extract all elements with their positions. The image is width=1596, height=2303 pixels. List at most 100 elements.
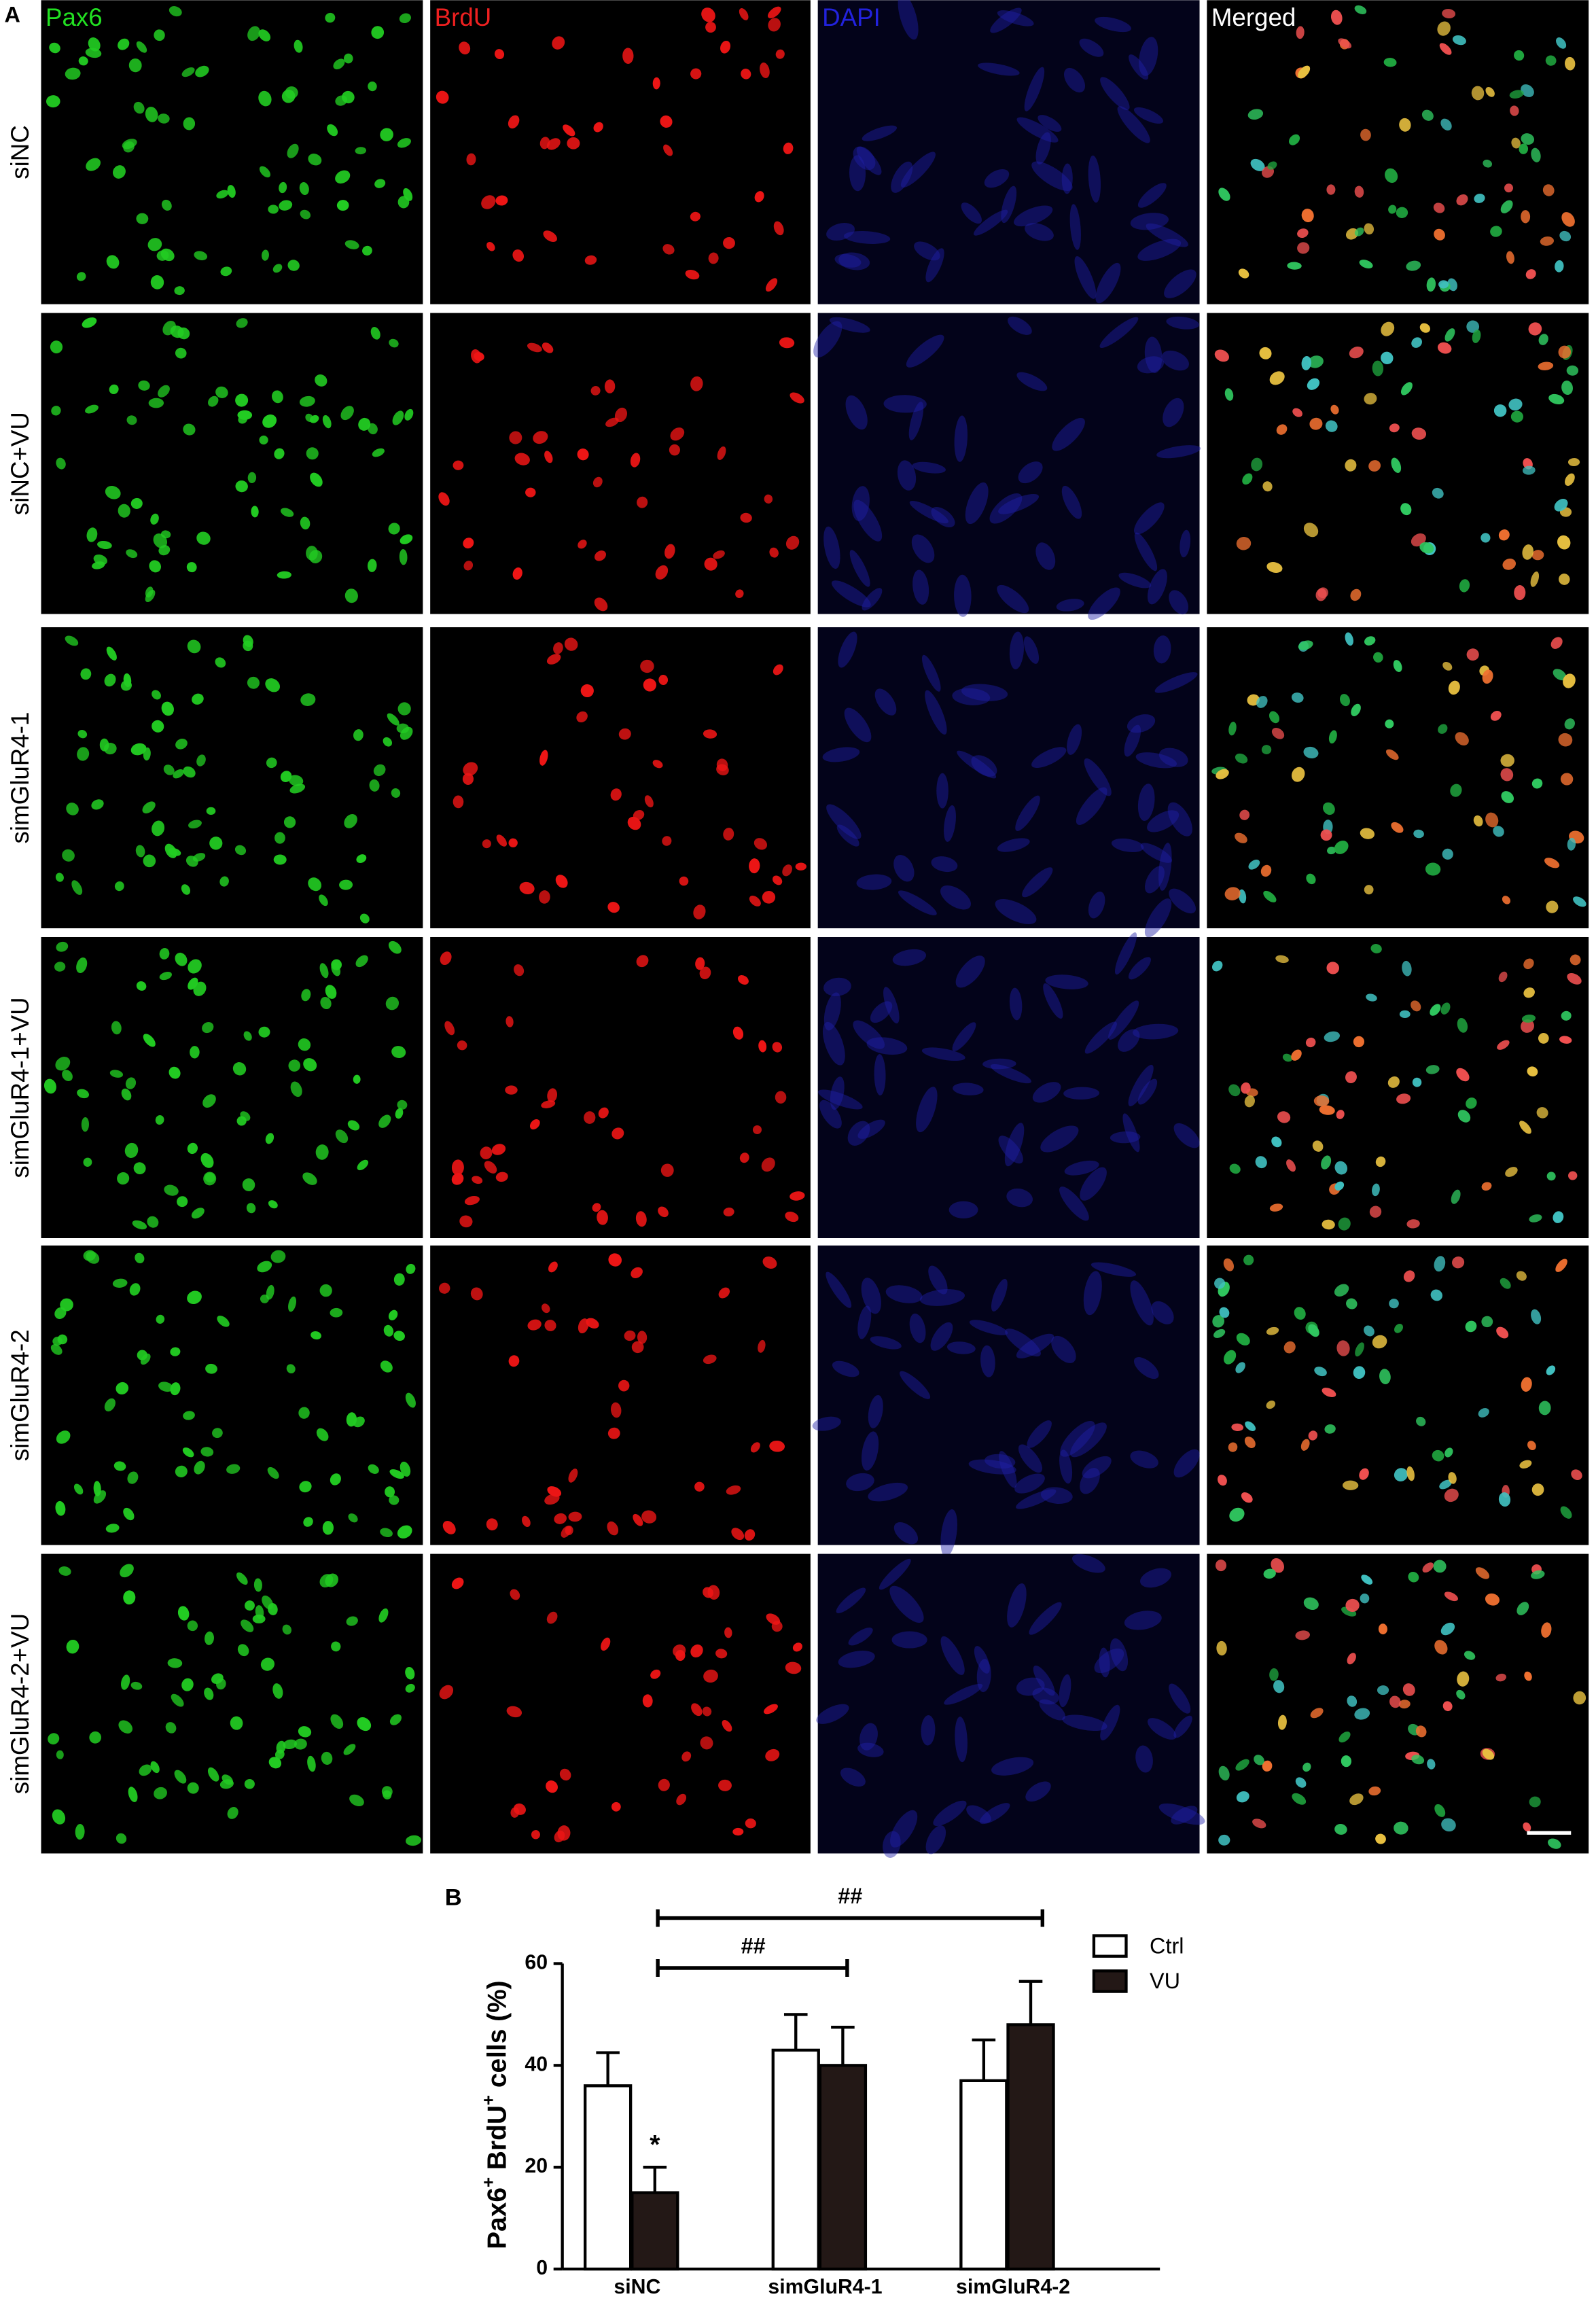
- nucleus: [1018, 461, 1043, 484]
- nucleus: [299, 1481, 312, 1493]
- nucleus: [309, 550, 323, 563]
- nucleus: [1561, 1010, 1572, 1021]
- nucleus: [1373, 652, 1383, 663]
- nucleus: [1327, 846, 1336, 855]
- nucleus: [1239, 889, 1247, 904]
- nucleus: [567, 137, 580, 150]
- nucleus: [921, 1715, 936, 1746]
- nucleus: [241, 1619, 254, 1632]
- nucleus: [1434, 1256, 1446, 1272]
- nucleus: [542, 342, 554, 353]
- nucleus: [1475, 1567, 1490, 1579]
- nucleus: [673, 1644, 686, 1657]
- nucleus: [955, 1717, 968, 1763]
- nucleus: [633, 1513, 643, 1526]
- nucleus: [152, 690, 161, 700]
- nucleus: [1531, 1309, 1542, 1324]
- nucleus: [826, 804, 862, 839]
- nucleus: [1482, 669, 1493, 684]
- nucleus: [1067, 724, 1082, 755]
- nucleus: [868, 1394, 883, 1428]
- nucleus: [931, 856, 958, 873]
- nucleus: [631, 1267, 643, 1278]
- nucleus: [124, 1142, 139, 1158]
- nucleus: [715, 1649, 728, 1659]
- nucleus: [150, 275, 164, 289]
- micrograph: [1207, 936, 1589, 1238]
- nucleus: [136, 41, 147, 53]
- nucleus: [1173, 1123, 1200, 1148]
- nucleus: [925, 248, 944, 283]
- nucleus: [1228, 722, 1237, 736]
- nucleus: [330, 1473, 341, 1485]
- nucleus: [716, 764, 729, 775]
- nucleus: [1519, 1121, 1531, 1134]
- nucleus: [1032, 1082, 1061, 1103]
- micrograph: [41, 627, 423, 929]
- nucleus: [735, 589, 744, 599]
- nucleus: [1531, 778, 1543, 789]
- nucleus: [836, 824, 859, 847]
- nucleus: [1330, 404, 1339, 415]
- nucleus: [1444, 1488, 1459, 1502]
- nucleus: [182, 1447, 194, 1458]
- nucleus: [1434, 1804, 1446, 1817]
- nucleus: [325, 12, 336, 23]
- nucleus: [1088, 892, 1105, 919]
- nucleus: [192, 693, 204, 705]
- nucleus: [262, 414, 277, 428]
- nucleus: [1419, 542, 1434, 554]
- nucleus: [1406, 260, 1421, 271]
- x-tick-label: simGluR4-1: [768, 2276, 882, 2298]
- nucleus: [372, 448, 385, 457]
- nucleus: [1369, 1206, 1382, 1218]
- nucleus: [158, 385, 170, 398]
- micrograph-background: [817, 1245, 1200, 1545]
- nucleus: [652, 760, 663, 769]
- nucleus: [724, 1627, 732, 1638]
- micrograph: [41, 1553, 423, 1854]
- nucleus: [50, 1344, 63, 1355]
- nucleus: [1146, 223, 1188, 247]
- nucleus: [1372, 360, 1384, 376]
- nucleus: [655, 565, 669, 580]
- nucleus: [539, 137, 550, 150]
- nucleus: [1139, 37, 1158, 76]
- nucleus: [288, 1296, 297, 1312]
- nucleus: [1567, 972, 1582, 985]
- nucleus: [1297, 228, 1309, 239]
- nucleus: [1300, 1439, 1310, 1451]
- nucleus: [744, 1529, 756, 1541]
- nucleus: [785, 535, 800, 550]
- micrograph-background: [1207, 936, 1589, 1238]
- nucleus: [380, 1528, 393, 1538]
- nucleus: [403, 188, 413, 201]
- nucleus: [954, 574, 972, 617]
- nucleus: [1247, 109, 1264, 120]
- nucleus: [268, 1200, 278, 1209]
- nucleus: [823, 992, 841, 1031]
- nucleus: [83, 1157, 92, 1167]
- nucleus: [732, 1026, 744, 1040]
- nucleus: [640, 659, 654, 673]
- nucleus: [997, 838, 1030, 852]
- nucleus: [356, 854, 367, 863]
- nucleus: [1556, 37, 1567, 49]
- nucleus: [1538, 334, 1548, 345]
- nucleus: [1218, 188, 1230, 201]
- nucleus: [251, 506, 259, 518]
- nucleus: [1007, 1583, 1027, 1628]
- nucleus: [1500, 1278, 1511, 1289]
- nucleus: [262, 249, 269, 261]
- nucleus: [1061, 163, 1073, 194]
- nucleus: [1527, 1441, 1536, 1451]
- nucleus: [826, 1271, 852, 1308]
- nucleus: [175, 952, 188, 966]
- nucleus: [723, 236, 735, 249]
- nucleus: [1354, 5, 1367, 14]
- nucleus: [462, 773, 474, 785]
- nucleus: [1250, 158, 1265, 171]
- nucleus: [400, 1461, 411, 1477]
- nucleus: [578, 1318, 589, 1334]
